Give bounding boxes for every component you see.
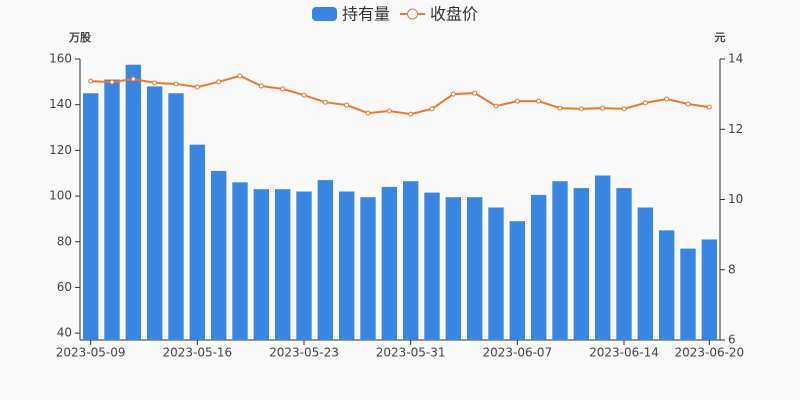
y2-tick-label: 6 (728, 333, 736, 347)
bar (658, 230, 675, 340)
line-point (301, 92, 307, 98)
line-point (578, 106, 584, 112)
y-tick-label: 140 (49, 97, 72, 111)
bar (168, 93, 184, 340)
bar (552, 181, 568, 340)
x-tick-label: 2023-05-16 (162, 346, 232, 360)
bar (210, 170, 227, 340)
line-point (642, 100, 648, 106)
bar (104, 79, 120, 340)
legend-label: 持有量 (342, 5, 390, 24)
bar (530, 194, 547, 340)
legend-label: 收盘价 (430, 5, 478, 24)
bar (296, 191, 312, 340)
bar (381, 186, 398, 340)
line-point (493, 103, 499, 109)
y-tick-label: 60 (57, 280, 72, 294)
bar (317, 180, 334, 340)
line-point (237, 73, 243, 79)
bar (701, 239, 718, 340)
bar (338, 191, 355, 340)
bar (82, 93, 99, 340)
line-point (216, 79, 222, 85)
bar (573, 188, 590, 340)
line-point (152, 80, 158, 86)
x-tick-label: 2023-06-14 (589, 346, 659, 360)
bar (146, 86, 163, 340)
bar (509, 221, 526, 340)
bar (680, 248, 696, 340)
line-point (258, 83, 264, 89)
bar (402, 181, 419, 340)
x-tick-label: 2023-05-31 (376, 346, 446, 360)
y2-tick-label: 8 (728, 262, 736, 276)
y-axis-label: 万股 (68, 31, 92, 44)
y-tick-label: 80 (57, 234, 72, 248)
line-point (685, 101, 691, 107)
bar (637, 207, 654, 340)
line-point (408, 111, 414, 117)
line-point (109, 79, 115, 85)
x-tick-label: 2023-05-23 (269, 346, 339, 360)
line-point (322, 99, 328, 105)
y-tick-label: 120 (49, 143, 72, 157)
line-point (536, 98, 542, 104)
legend-symbol (312, 7, 337, 21)
bar (594, 175, 611, 340)
x-tick-label: 2023-05-09 (56, 346, 126, 360)
line-point (280, 86, 286, 92)
line-point (194, 84, 200, 90)
bar (253, 189, 270, 340)
bar (616, 188, 632, 340)
bar (445, 197, 462, 340)
line-point (88, 78, 94, 84)
line-point (173, 81, 179, 87)
y2-tick-label: 12 (728, 122, 743, 136)
line-point (365, 110, 371, 116)
bar (125, 64, 142, 341)
line-point (621, 106, 627, 112)
line-point (664, 96, 670, 102)
line-point (386, 108, 392, 114)
y2-tick-label: 10 (728, 192, 743, 206)
bar (232, 182, 248, 340)
y-tick-label: 40 (57, 326, 72, 340)
y2-axis-label: 元 (715, 31, 726, 44)
y-tick-label: 100 (49, 189, 72, 203)
x-tick-label: 2023-06-07 (482, 346, 552, 360)
bar (424, 192, 440, 340)
line-point (130, 76, 136, 82)
bar (274, 189, 291, 340)
y-tick-label: 160 (49, 52, 72, 66)
line-point (557, 105, 563, 111)
line-point (706, 104, 712, 110)
line-point (514, 98, 520, 104)
bar (360, 197, 376, 340)
bar (189, 144, 206, 340)
line-point (472, 90, 478, 96)
bar (488, 207, 504, 340)
line-point (344, 102, 350, 108)
legend-symbol (407, 8, 419, 20)
line-point (450, 91, 456, 97)
y2-tick-label: 14 (728, 52, 743, 66)
x-tick-label: 2023-06-20 (674, 346, 744, 360)
line-point (600, 105, 606, 111)
bar (466, 197, 483, 340)
line (90, 74, 710, 116)
line-point (429, 106, 435, 112)
